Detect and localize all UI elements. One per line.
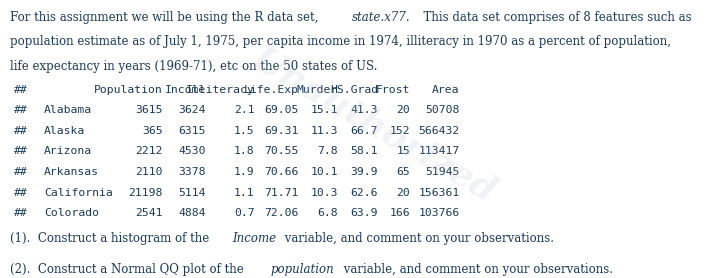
Text: For this assignment we will be using the R data set,: For this assignment we will be using the… bbox=[9, 11, 321, 24]
Text: 15: 15 bbox=[396, 147, 410, 157]
Text: 1.5: 1.5 bbox=[234, 126, 254, 136]
Text: 3378: 3378 bbox=[179, 167, 206, 177]
Text: Illiteracy: Illiteracy bbox=[185, 85, 254, 95]
Text: 2541: 2541 bbox=[135, 208, 163, 218]
Text: ##: ## bbox=[15, 167, 28, 177]
Text: 62.6: 62.6 bbox=[350, 188, 378, 198]
Text: 15.1: 15.1 bbox=[310, 105, 338, 115]
Text: 71.71: 71.71 bbox=[265, 188, 299, 198]
Text: ##: ## bbox=[15, 208, 28, 218]
Text: 70.55: 70.55 bbox=[265, 147, 299, 157]
Text: ##: ## bbox=[15, 126, 28, 136]
Text: 3624: 3624 bbox=[179, 105, 206, 115]
Text: 103766: 103766 bbox=[419, 208, 459, 218]
Text: 4530: 4530 bbox=[179, 147, 206, 157]
Text: 2.1: 2.1 bbox=[234, 105, 254, 115]
Text: 113417: 113417 bbox=[419, 147, 459, 157]
Text: state.x77.: state.x77. bbox=[352, 11, 411, 24]
Text: (1).  Construct a histogram of the: (1). Construct a histogram of the bbox=[9, 232, 212, 245]
Text: life expectancy in years (1969-71), etc on the 50 states of US.: life expectancy in years (1969-71), etc … bbox=[9, 60, 377, 73]
Text: 41.3: 41.3 bbox=[350, 105, 378, 115]
Text: 6315: 6315 bbox=[179, 126, 206, 136]
Text: population: population bbox=[270, 263, 334, 276]
Text: Alabama: Alabama bbox=[44, 105, 92, 115]
Text: Population: Population bbox=[94, 85, 163, 95]
Text: (2).  Construct a Normal QQ plot of the: (2). Construct a Normal QQ plot of the bbox=[9, 263, 247, 276]
Text: 72.06: 72.06 bbox=[265, 208, 299, 218]
Text: variable, and comment on your observations.: variable, and comment on your observatio… bbox=[281, 232, 554, 245]
Text: ##: ## bbox=[15, 85, 28, 95]
Text: Arkansas: Arkansas bbox=[44, 167, 99, 177]
Text: Unauthorized: Unauthorized bbox=[245, 43, 501, 210]
Text: Murder: Murder bbox=[297, 85, 338, 95]
Text: Income: Income bbox=[165, 85, 206, 95]
Text: Area: Area bbox=[433, 85, 459, 95]
Text: 20: 20 bbox=[396, 105, 410, 115]
Text: This data set comprises of 8 features such as: This data set comprises of 8 features su… bbox=[417, 11, 692, 24]
Text: 1.8: 1.8 bbox=[234, 147, 254, 157]
Text: 365: 365 bbox=[142, 126, 163, 136]
Text: 166: 166 bbox=[390, 208, 410, 218]
Text: 6.8: 6.8 bbox=[317, 208, 338, 218]
Text: 69.31: 69.31 bbox=[265, 126, 299, 136]
Text: Arizona: Arizona bbox=[44, 147, 92, 157]
Text: 51945: 51945 bbox=[425, 167, 459, 177]
Text: 566432: 566432 bbox=[419, 126, 459, 136]
Text: 152: 152 bbox=[390, 126, 410, 136]
Text: Life.Exp: Life.Exp bbox=[244, 85, 299, 95]
Text: 0.7: 0.7 bbox=[234, 208, 254, 218]
Text: 66.7: 66.7 bbox=[350, 126, 378, 136]
Text: 7.8: 7.8 bbox=[317, 147, 338, 157]
Text: 50708: 50708 bbox=[425, 105, 459, 115]
Text: Colorado: Colorado bbox=[44, 208, 99, 218]
Text: HS.Grad: HS.Grad bbox=[330, 85, 378, 95]
Text: 2110: 2110 bbox=[135, 167, 163, 177]
Text: 10.3: 10.3 bbox=[310, 188, 338, 198]
Text: 69.05: 69.05 bbox=[265, 105, 299, 115]
Text: 10.1: 10.1 bbox=[310, 167, 338, 177]
Text: 63.9: 63.9 bbox=[350, 208, 378, 218]
Text: 39.9: 39.9 bbox=[350, 167, 378, 177]
Text: ##: ## bbox=[15, 105, 28, 115]
Text: 3615: 3615 bbox=[135, 105, 163, 115]
Text: 20: 20 bbox=[396, 188, 410, 198]
Text: 58.1: 58.1 bbox=[350, 147, 378, 157]
Text: California: California bbox=[44, 188, 113, 198]
Text: variable, and comment on your observations.: variable, and comment on your observatio… bbox=[340, 263, 613, 276]
Text: ##: ## bbox=[15, 147, 28, 157]
Text: Income: Income bbox=[233, 232, 276, 245]
Text: 21198: 21198 bbox=[129, 188, 163, 198]
Text: 65: 65 bbox=[396, 167, 410, 177]
Text: 4884: 4884 bbox=[179, 208, 206, 218]
Text: 11.3: 11.3 bbox=[310, 126, 338, 136]
Text: Frost: Frost bbox=[376, 85, 410, 95]
Text: Alaska: Alaska bbox=[44, 126, 85, 136]
Text: 1.9: 1.9 bbox=[234, 167, 254, 177]
Text: ##: ## bbox=[15, 188, 28, 198]
Text: 156361: 156361 bbox=[419, 188, 459, 198]
Text: 2212: 2212 bbox=[135, 147, 163, 157]
Text: 1.1: 1.1 bbox=[234, 188, 254, 198]
Text: population estimate as of July 1, 1975, per capita income in 1974, illiteracy in: population estimate as of July 1, 1975, … bbox=[9, 35, 670, 48]
Text: 5114: 5114 bbox=[179, 188, 206, 198]
Text: 70.66: 70.66 bbox=[265, 167, 299, 177]
